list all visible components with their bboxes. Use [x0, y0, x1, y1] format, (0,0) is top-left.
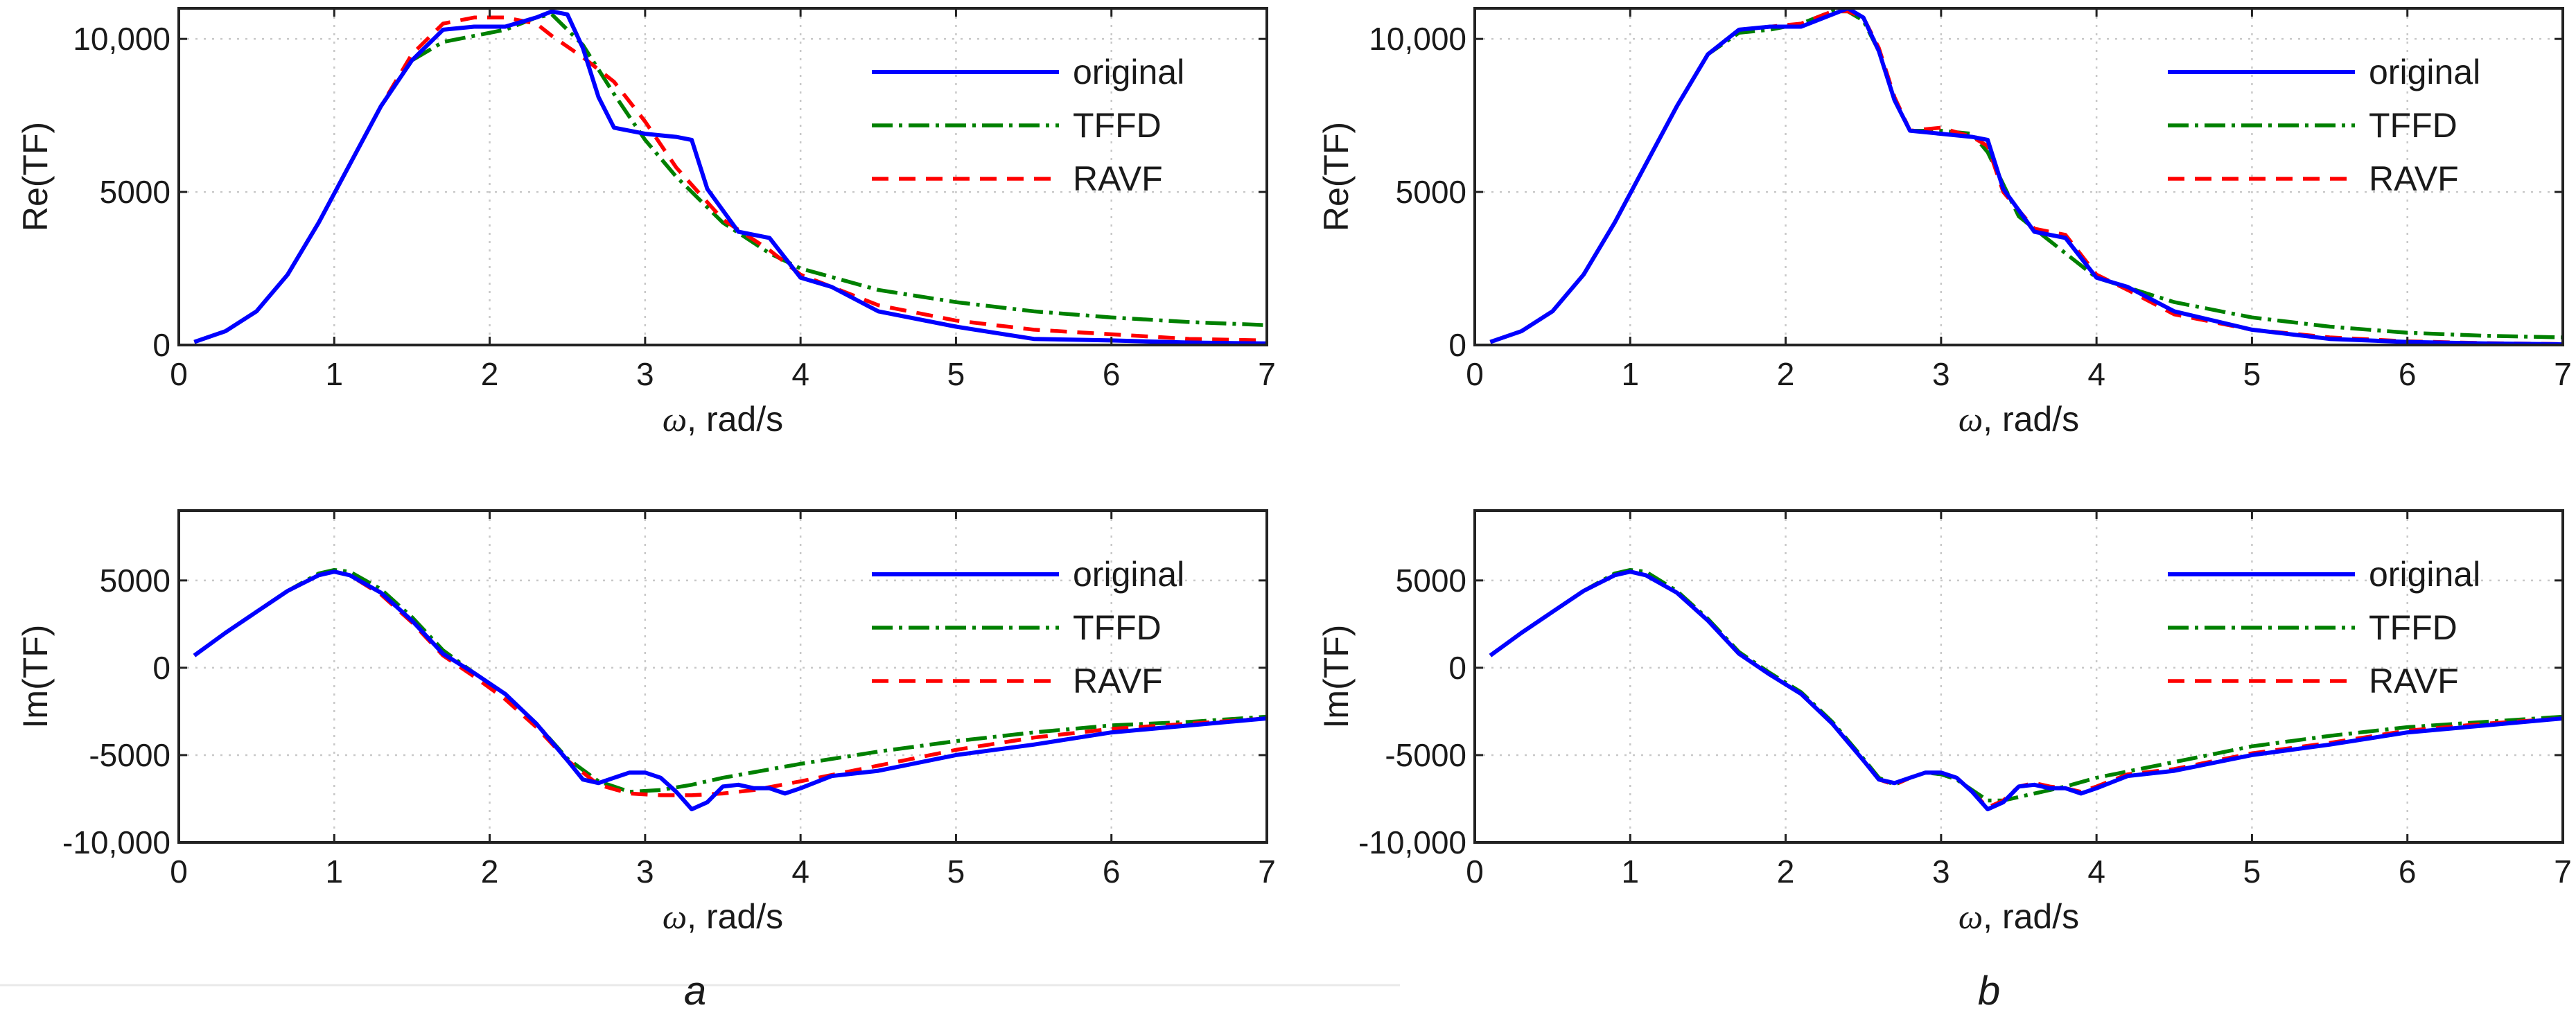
- legend-label-ravf: RAVF: [2369, 662, 2459, 700]
- legend-label-original: original: [1073, 53, 1184, 91]
- x-tick-label: 6: [1103, 854, 1121, 890]
- plot-frame: [1473, 7, 2564, 346]
- y-axis-label: Re(TF): [1317, 122, 1356, 231]
- x-axis-label: ω, rad/s: [1959, 400, 2079, 439]
- y-tick-label: 5000: [1396, 563, 1466, 599]
- y-tick-label: -10,000: [62, 824, 170, 860]
- x-tick-label: 4: [791, 854, 809, 890]
- x-tick-label: 0: [170, 356, 188, 392]
- y-tick-label: 10,000: [1369, 21, 1466, 57]
- x-tick-label: 0: [170, 854, 188, 890]
- y-axis-label: Re(TF): [16, 122, 55, 231]
- chart-b-re: 0 1 2 3 4 5 6 7 0 5000 10,000 ω, rad/s Re(TF) origina…: [1317, 7, 2572, 439]
- legend-label-ravf: RAVF: [1073, 159, 1163, 198]
- x-tick-label: 5: [2243, 356, 2261, 392]
- x-tick-label: 4: [2087, 854, 2105, 890]
- x-tick-label: 2: [481, 854, 499, 890]
- series-line-original: [1489, 8, 2563, 345]
- legend-label-tffd: TFFD: [1073, 608, 1162, 647]
- series-line-original: [193, 569, 1267, 812]
- x-axis-label: ω, rad/s: [663, 400, 783, 439]
- y-axis-label: Im(TF): [1317, 625, 1356, 729]
- plot-frame: [177, 7, 1268, 346]
- series-group: [1489, 8, 2563, 345]
- x-axis-label-symbol: ω: [663, 897, 687, 936]
- legend-label-tffd: TFFD: [1073, 106, 1162, 145]
- plot-frame: [177, 509, 1268, 844]
- x-tick-label: 7: [1258, 356, 1276, 392]
- x-axis-label-symbol: ω: [663, 400, 687, 439]
- legend-label-original: original: [1073, 555, 1184, 594]
- x-tick-label: 5: [947, 854, 965, 890]
- y-tick-label: 5000: [100, 174, 170, 210]
- x-axis-label-unit: , rad/s: [1983, 400, 2079, 439]
- y-tick-label: -10,000: [1358, 824, 1466, 860]
- y-tick-label: -5000: [1385, 737, 1466, 773]
- series-group: [1489, 567, 2563, 812]
- x-tick-label: 1: [1621, 356, 1639, 392]
- x-axis-label-symbol: ω: [1959, 897, 1983, 936]
- x-tick-label: 4: [791, 356, 809, 392]
- chart-a-im: 0 1 2 3 4 5 6 7 -10,000 -5000 0 5000 ω, rad/s Im(TF) o…: [16, 509, 1276, 936]
- y-tick-label: -5000: [89, 737, 170, 773]
- legend-label-ravf: RAVF: [1073, 662, 1163, 700]
- x-axis-label: ω, rad/s: [663, 897, 783, 936]
- series-group: [193, 567, 1267, 812]
- x-axis-label-unit: , rad/s: [687, 897, 783, 936]
- x-axis-label: ω, rad/s: [1959, 897, 2079, 936]
- legend-label-ravf: RAVF: [2369, 159, 2459, 198]
- legend-label-tffd: TFFD: [2369, 106, 2457, 145]
- y-axis-label: Im(TF): [16, 625, 55, 729]
- y-tick-label: 0: [152, 327, 170, 363]
- x-tick-label: 2: [1777, 854, 1795, 890]
- legend-label-original: original: [2369, 53, 2480, 91]
- x-tick-label: 3: [636, 854, 654, 890]
- x-tick-label: 0: [1466, 854, 1484, 890]
- x-axis-label-unit: , rad/s: [1983, 897, 2079, 936]
- x-tick-label: 3: [636, 356, 654, 392]
- x-tick-label: 7: [1258, 854, 1276, 890]
- x-tick-label: 2: [481, 356, 499, 392]
- y-tick-label: 5000: [100, 563, 170, 599]
- legend-label-original: original: [2369, 555, 2480, 594]
- chart-a-re: 0 1 2 3 4 5 6 7 0 5000 10,000 ω, rad/s Re(TF) origina…: [16, 7, 1276, 439]
- y-tick-label: 0: [152, 650, 170, 686]
- series-group: [193, 9, 1267, 345]
- x-tick-label: 6: [1103, 356, 1121, 392]
- x-tick-label: 1: [325, 356, 343, 392]
- y-tick-label: 0: [1448, 327, 1466, 363]
- y-tick-label: 0: [1448, 650, 1466, 686]
- series-line-original: [193, 9, 1267, 345]
- x-tick-label: 4: [2087, 356, 2105, 392]
- series-line-original: [1489, 569, 2563, 812]
- y-tick-label: 5000: [1396, 174, 1466, 210]
- x-tick-label: 1: [1621, 854, 1639, 890]
- y-tick-label: 10,000: [73, 21, 170, 57]
- x-tick-label: 2: [1777, 356, 1795, 392]
- x-tick-label: 6: [2399, 854, 2417, 890]
- legend-label-tffd: TFFD: [2369, 608, 2457, 647]
- panel-label-b: b: [1978, 969, 2000, 1014]
- x-tick-label: 7: [2554, 854, 2572, 890]
- x-tick-label: 5: [2243, 854, 2261, 890]
- panel-label-a: a: [684, 969, 706, 1014]
- x-tick-label: 5: [947, 356, 965, 392]
- x-axis-label-unit: , rad/s: [687, 400, 783, 439]
- x-tick-label: 7: [2554, 356, 2572, 392]
- x-tick-label: 1: [325, 854, 343, 890]
- x-tick-label: 3: [1932, 854, 1950, 890]
- plot-frame: [1473, 509, 2564, 844]
- x-axis-label-symbol: ω: [1959, 400, 1983, 439]
- x-tick-label: 0: [1466, 356, 1484, 392]
- x-tick-label: 3: [1932, 356, 1950, 392]
- chart-b-im: 0 1 2 3 4 5 6 7 -10,000 -5000 0 5000 ω, rad/s Im(TF) o…: [1317, 509, 2572, 936]
- x-tick-label: 6: [2399, 356, 2417, 392]
